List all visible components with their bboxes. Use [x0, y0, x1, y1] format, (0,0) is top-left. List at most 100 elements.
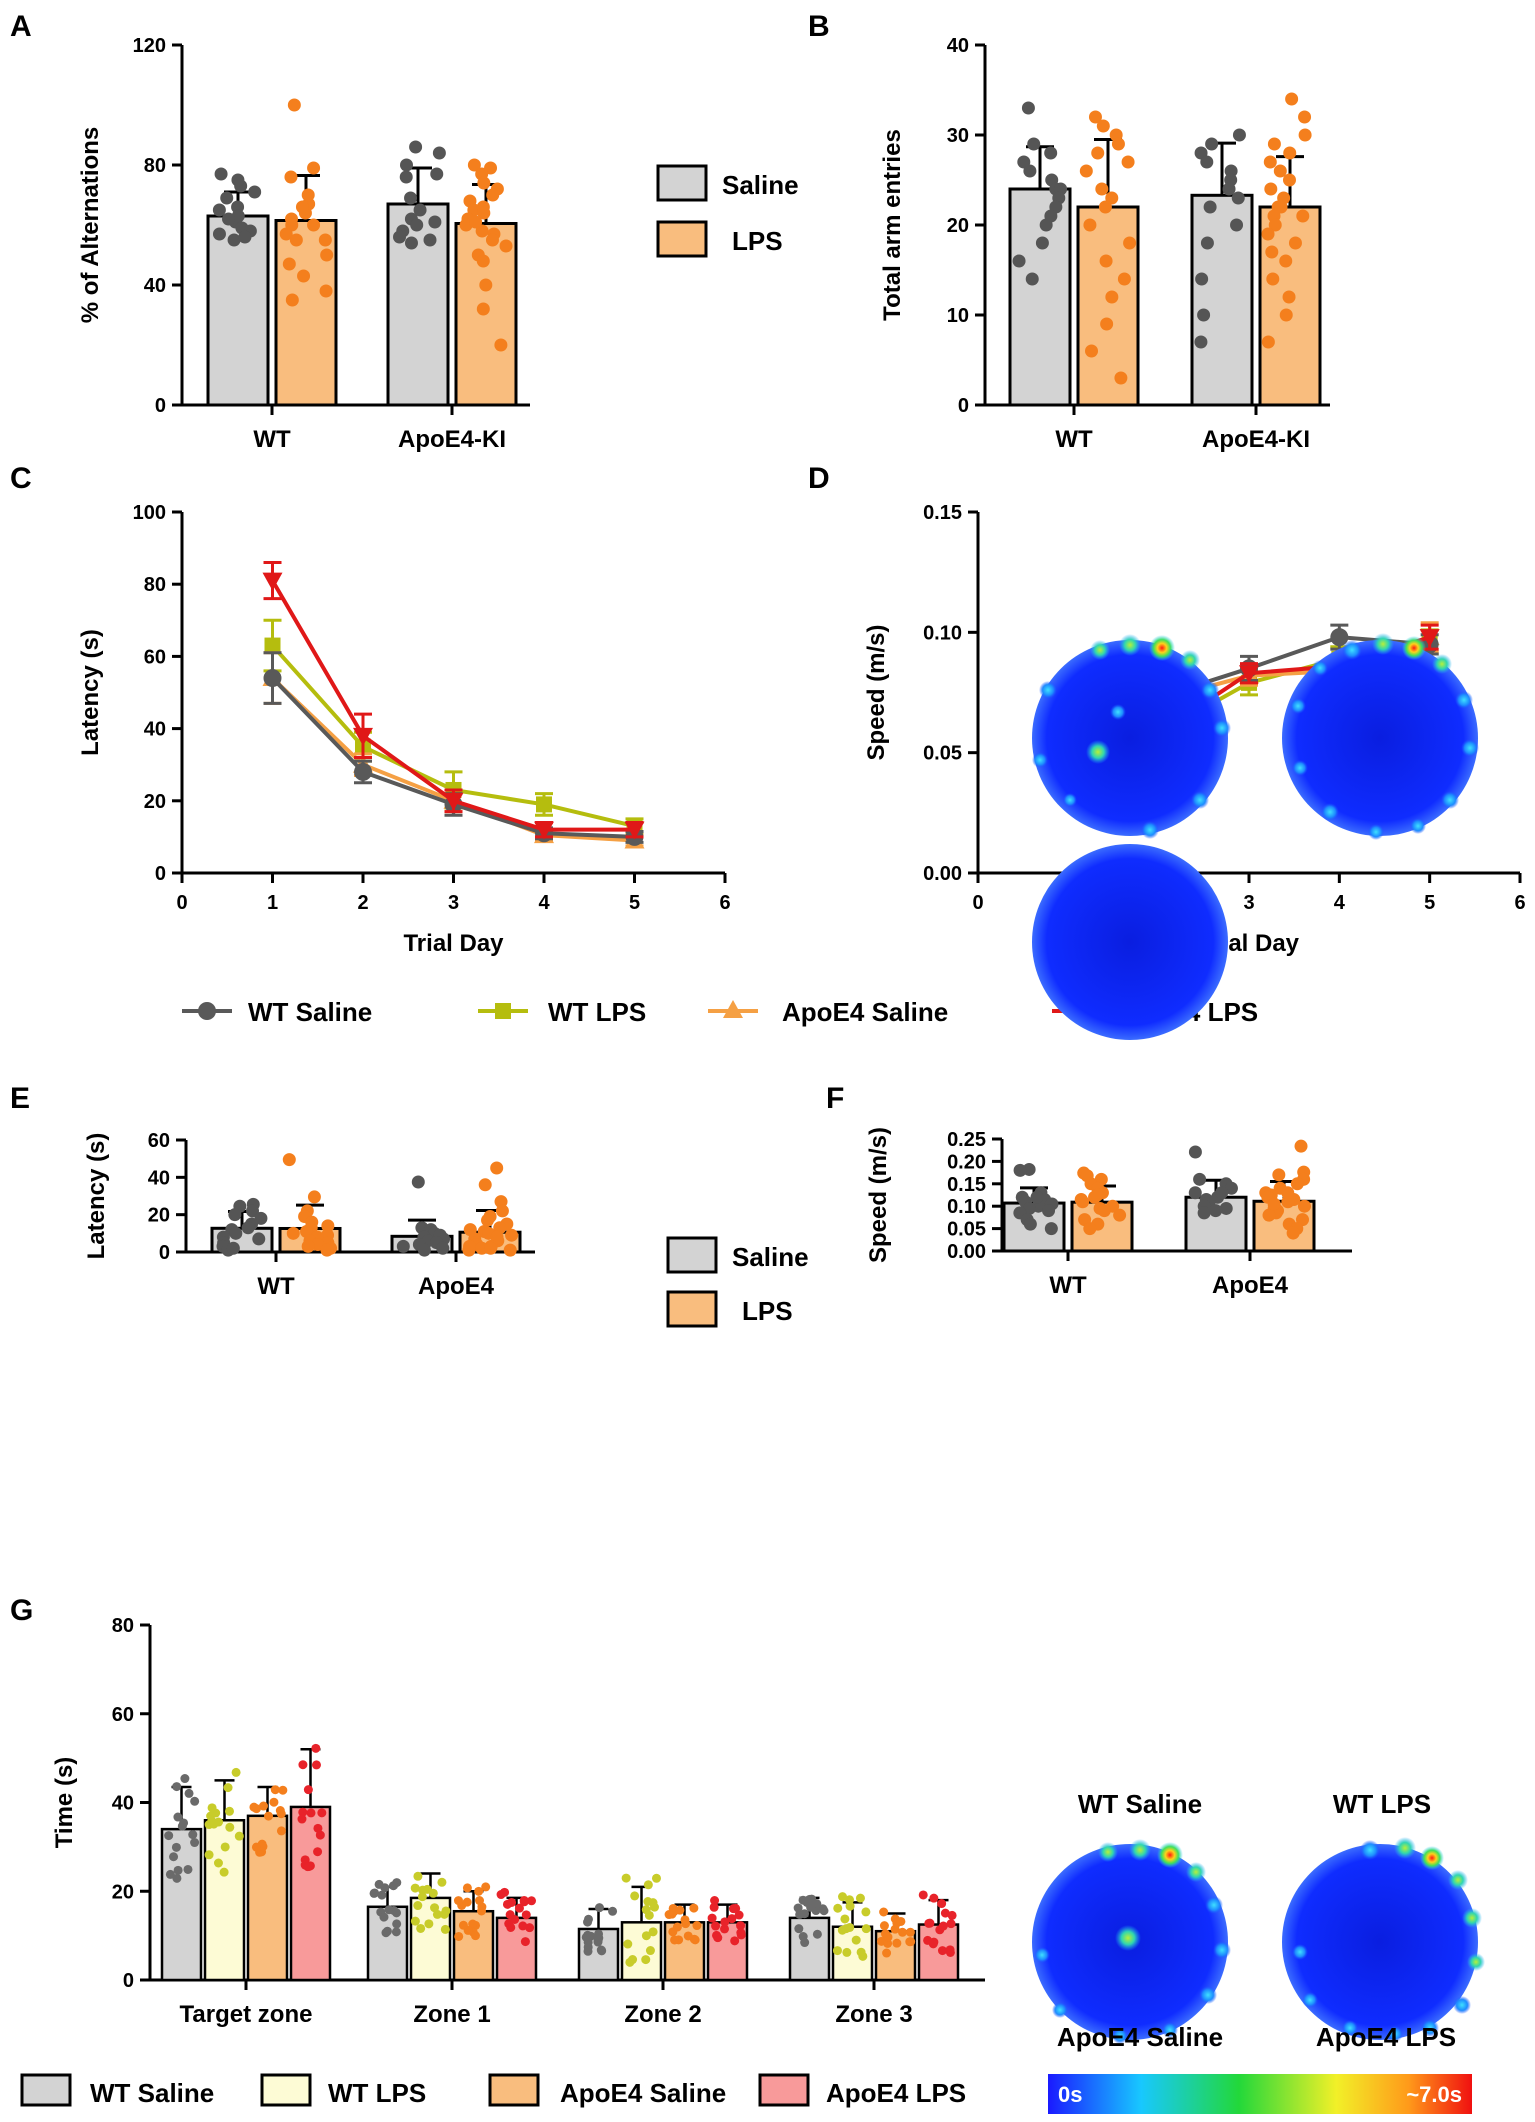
heat-spot — [1432, 654, 1452, 674]
data-point — [1188, 1145, 1202, 1159]
data-point — [1267, 137, 1281, 151]
heat-spot — [1461, 739, 1479, 757]
data-point — [177, 1821, 187, 1831]
data-point — [462, 1897, 472, 1907]
legend-wt-lps-marker — [495, 1003, 511, 1019]
data-point — [410, 218, 424, 232]
x-tick-label-apoe4: ApoE4 — [1212, 1272, 1289, 1299]
legend-lps-label: LPS — [732, 226, 783, 256]
data-point — [297, 1814, 307, 1824]
x-tick-label-zone-3: Zone 3 — [835, 2001, 912, 2028]
data-point — [1283, 146, 1297, 160]
data-point — [1076, 1195, 1090, 1209]
heat-spot — [1090, 640, 1110, 660]
data-point — [214, 1817, 224, 1827]
bar-saline-wt — [206, 214, 270, 407]
data-point — [320, 1243, 334, 1257]
panel-e-chart: 0 20 40 60 Latency (s) WT ApoE4 — [83, 1130, 535, 1300]
data-point — [307, 161, 321, 175]
heat-spot — [1119, 634, 1141, 656]
data-point — [896, 1916, 906, 1926]
data-point — [1113, 1208, 1127, 1222]
data-point — [173, 1865, 183, 1875]
data-point — [1023, 164, 1037, 178]
data-point — [478, 1178, 492, 1192]
data-point — [413, 1871, 423, 1881]
data-point — [879, 1907, 889, 1917]
data-point — [882, 1948, 892, 1958]
legend-saline-swatch — [656, 164, 708, 202]
y-axis-label: Time (s) — [51, 1757, 78, 1849]
data-point — [1261, 335, 1275, 349]
data-point — [180, 1774, 190, 1784]
data-point — [651, 1873, 661, 1883]
legend-wt-lps-label: WT LPS — [548, 997, 646, 1027]
data-point — [1285, 92, 1299, 106]
data-point — [1100, 317, 1114, 331]
data-point — [417, 1892, 427, 1902]
data-point — [1027, 137, 1041, 151]
heat-spot — [1199, 1986, 1217, 2004]
panel-f-chart: 0.000.050.100.150.200.25 Speed (m/s) WT Apo… — [865, 1127, 1352, 1299]
data-point — [172, 1782, 182, 1792]
data-point — [404, 236, 418, 250]
data-point — [227, 233, 241, 247]
data-point — [214, 167, 228, 181]
heat-spot — [1032, 752, 1048, 768]
x-axis-label: Trial Day — [403, 930, 504, 957]
heat-spot — [1213, 1941, 1231, 1959]
y-tick-label: 100 — [133, 502, 166, 524]
x-tick-label: 5 — [1424, 892, 1435, 914]
marker-wt-saline — [354, 762, 372, 781]
data-point — [1281, 1186, 1295, 1200]
y-tick-label: 40 — [148, 1167, 170, 1189]
data-point — [630, 1891, 640, 1901]
data-point — [377, 1890, 387, 1900]
y-tick-label: 120 — [133, 35, 166, 57]
data-point — [818, 1904, 828, 1914]
data-point — [1273, 164, 1287, 178]
data-point — [1209, 1204, 1223, 1218]
legend-g-apoe4-lps-swatch — [758, 2073, 810, 2107]
data-point — [1030, 1190, 1044, 1204]
heatmap-label-apoe4-saline: ApoE4 Saline — [1057, 2022, 1223, 2052]
y-tick-label: 0.05 — [947, 1219, 986, 1241]
bar-wt-saline-0 — [160, 1827, 203, 1982]
y-tick-label: 0.25 — [947, 1129, 986, 1151]
data-point — [670, 1935, 680, 1945]
heat-spot — [1448, 1870, 1468, 1890]
data-point — [441, 1906, 451, 1916]
bar-apoe4-saline-2 — [663, 1921, 706, 1982]
heat-spot — [1034, 1947, 1050, 1963]
legend-saline-lps-mid: Saline LPS — [666, 1236, 809, 1328]
data-point — [409, 140, 423, 154]
data-point — [453, 1896, 463, 1906]
data-point — [1197, 1206, 1211, 1220]
y-tick-label: 0.05 — [923, 743, 962, 765]
data-point — [710, 1896, 720, 1906]
y-tick-label: 0.10 — [923, 622, 962, 644]
data-point — [883, 1938, 893, 1948]
data-point — [641, 1955, 651, 1965]
data-point — [644, 1910, 654, 1920]
data-point — [212, 227, 226, 241]
data-point — [838, 1892, 848, 1902]
heat-spot — [1205, 1896, 1223, 1914]
data-point — [736, 1928, 746, 1938]
legend-g-apoe4-saline-swatch — [488, 2073, 540, 2107]
x-tick-label: 4 — [1334, 892, 1346, 914]
data-point — [370, 1888, 380, 1898]
heat-spot — [1063, 793, 1077, 807]
legend-g-wt-saline-label: WT Saline — [90, 2078, 214, 2108]
data-point — [278, 1785, 288, 1795]
x-tick-label: 1 — [267, 892, 278, 914]
data-point — [1296, 209, 1310, 223]
data-point — [311, 1760, 321, 1770]
heat-spot — [1052, 2002, 1068, 2018]
data-point — [301, 1239, 315, 1253]
data-point — [313, 1847, 323, 1857]
data-point — [1222, 182, 1236, 196]
data-point — [304, 1861, 314, 1871]
data-point — [321, 1219, 335, 1233]
data-point — [258, 1842, 268, 1852]
